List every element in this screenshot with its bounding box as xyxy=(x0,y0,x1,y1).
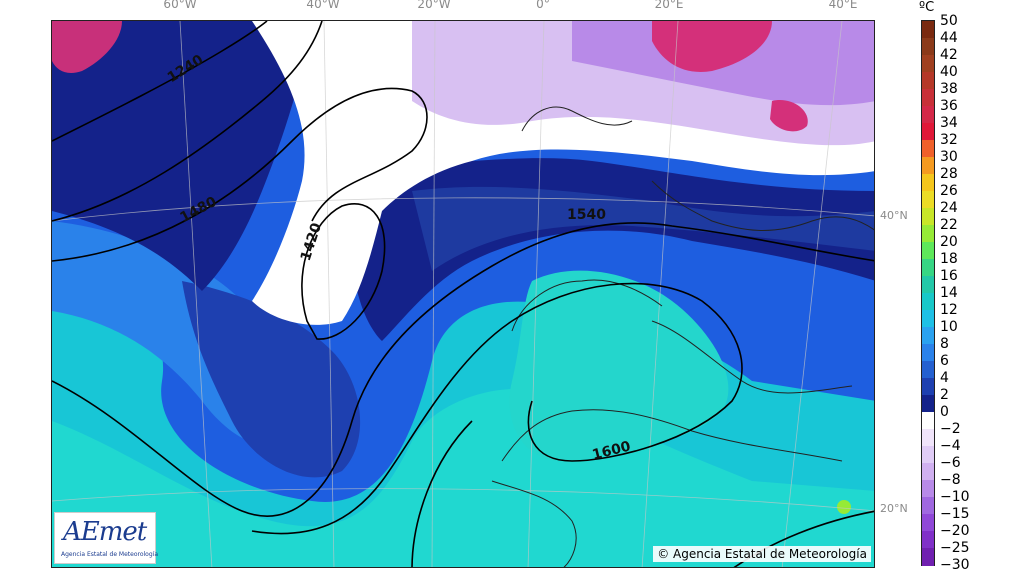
colorbar-segment xyxy=(922,140,934,158)
colorbar-tick-label: 32 xyxy=(940,132,958,148)
nw-cold-core xyxy=(52,21,122,73)
colorbar-tick-label: 42 xyxy=(940,47,958,63)
colorbar-segment xyxy=(922,72,934,90)
colorbar-segment xyxy=(922,225,934,243)
colorbar-tick-label: 18 xyxy=(940,251,958,267)
colorbar-segment xyxy=(922,38,934,56)
colorbar-tick-label: 28 xyxy=(940,166,958,182)
colorbar-segment xyxy=(922,276,934,294)
aemet-logo: AEmet Agencia Estatal de Meteorología xyxy=(54,512,158,564)
colorbar-segment xyxy=(922,446,934,464)
colorbar-tick-label: 2 xyxy=(940,387,949,403)
lon-label-20w: 20°W xyxy=(417,0,451,11)
colorbar-tick-label: 34 xyxy=(940,115,958,131)
colorbar-segment xyxy=(922,548,934,566)
colorbar-segment xyxy=(922,157,934,175)
colorbar-segment xyxy=(922,344,934,362)
colorbar-segment xyxy=(922,293,934,311)
lon-label-60w: 60°W xyxy=(163,0,197,11)
logo-subtitle: Agencia Estatal de Meteorología xyxy=(61,551,158,558)
colorbar-segment xyxy=(922,259,934,277)
lon-label-0: 0° xyxy=(536,0,550,11)
europe-cold-spot xyxy=(770,100,808,132)
colorbar-tick-label: 44 xyxy=(940,30,958,46)
colorbar-tick-label: 12 xyxy=(940,302,958,318)
colorbar-tick-label: 50 xyxy=(940,13,958,29)
colorbar-segment xyxy=(922,242,934,260)
colorbar-tick-label: 8 xyxy=(940,336,949,352)
europe-coldest-core xyxy=(652,21,772,72)
colorbar-tick-label: −30 xyxy=(940,557,970,573)
logo-wordmark: AEmet xyxy=(63,517,147,547)
colorbar-segment xyxy=(922,191,934,209)
colorbar-tick-label: 10 xyxy=(940,319,958,335)
colorbar-segment xyxy=(922,21,934,39)
copyright-notice: © Agencia Estatal de Meteorología xyxy=(653,546,871,562)
colorbar-segment xyxy=(922,480,934,498)
temperature-colorbar xyxy=(921,20,935,566)
colorbar-segment xyxy=(922,327,934,345)
colorbar-tick-label: −4 xyxy=(940,438,961,454)
trough-core xyxy=(182,281,361,478)
graticule xyxy=(52,21,874,567)
colorbar-segment xyxy=(922,361,934,379)
colorbar-tick-label: −10 xyxy=(940,489,970,505)
colorbar-tick-label: 30 xyxy=(940,149,958,165)
colorbar-tick-label: 6 xyxy=(940,353,949,369)
colorbar-tick-label: −6 xyxy=(940,455,961,471)
colorbar-tick-label: 4 xyxy=(940,370,949,386)
lon-label-20e: 20°E xyxy=(654,0,684,11)
warm-spot-africa xyxy=(837,500,851,514)
colorbar-segment xyxy=(922,514,934,532)
colorbar-tick-label: 40 xyxy=(940,64,958,80)
temperature-map xyxy=(51,20,875,568)
colorbar-segment xyxy=(922,497,934,515)
colorbar-segment xyxy=(922,463,934,481)
coastlines xyxy=(491,106,874,567)
colorbar-tick-label: −20 xyxy=(940,523,970,539)
colorbar-segment xyxy=(922,429,934,447)
contour-label-1540: 1540 xyxy=(567,207,606,223)
colorbar-segment xyxy=(922,89,934,107)
colorbar-segment xyxy=(922,531,934,549)
warm-sector-south xyxy=(52,388,874,567)
colorbar-segment xyxy=(922,106,934,124)
lat-label-40n: 40°N xyxy=(880,209,908,222)
colorbar-tick-label: 24 xyxy=(940,200,958,216)
colorbar-tick-label: 20 xyxy=(940,234,958,250)
map-canvas xyxy=(52,21,874,567)
colorbar-segment xyxy=(922,208,934,226)
colorbar-unit: ºC xyxy=(919,0,935,15)
colorbar-segment xyxy=(922,395,934,413)
colorbar-segment xyxy=(922,412,934,430)
colorbar-segment xyxy=(922,174,934,192)
colorbar-tick-label: 36 xyxy=(940,98,958,114)
colorbar-tick-label: 22 xyxy=(940,217,958,233)
colorbar-tick-label: 38 xyxy=(940,81,958,97)
colorbar-tick-label: −25 xyxy=(940,540,970,556)
iberia-warm-area xyxy=(509,270,729,462)
cold-region-west xyxy=(52,21,312,291)
colorbar-segment xyxy=(922,378,934,396)
colorbar-segment xyxy=(922,310,934,328)
colorbar-tick-label: −2 xyxy=(940,421,961,437)
colorbar-tick-label: −15 xyxy=(940,506,970,522)
colorbar-tick-label: 0 xyxy=(940,404,949,420)
lat-label-20n: 20°N xyxy=(880,502,908,515)
lon-label-40w: 40°W xyxy=(306,0,340,11)
colorbar-segment xyxy=(922,123,934,141)
colorbar-tick-label: −8 xyxy=(940,472,961,488)
colorbar-tick-label: 14 xyxy=(940,285,958,301)
colorbar-tick-label: 16 xyxy=(940,268,958,284)
cold-front-inner xyxy=(412,186,874,271)
colorbar-segment xyxy=(922,55,934,73)
colorbar-tick-label: 26 xyxy=(940,183,958,199)
lon-label-40e: 40°E xyxy=(828,0,858,11)
